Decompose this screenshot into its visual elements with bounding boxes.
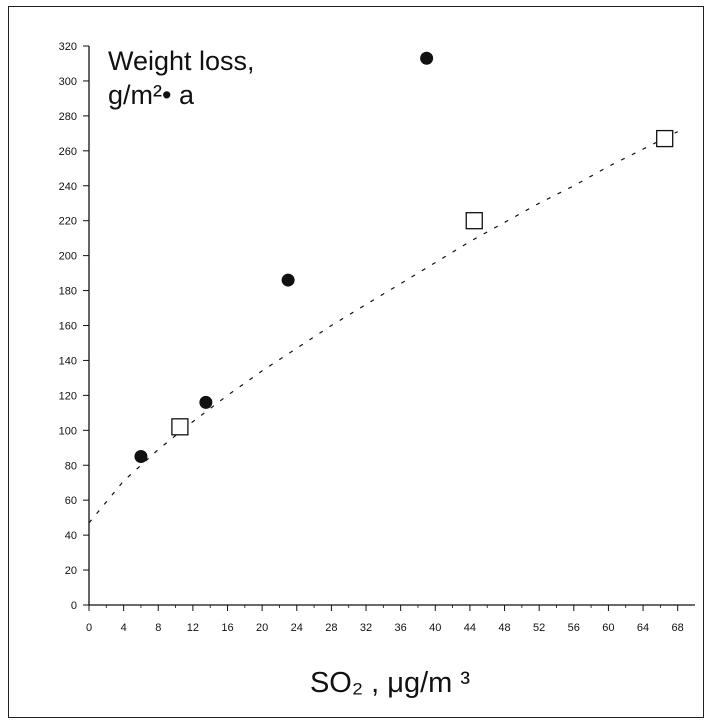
x-tick-label: 16 [221, 622, 233, 634]
trendline [88, 131, 678, 524]
y-tick-label: 220 [59, 216, 77, 228]
y-tick-label: 0 [71, 600, 77, 612]
data-points [134, 51, 674, 464]
y-axis-ticks: 0 20 40 60 80 100 120 140 160 180 200 220 240 260 280 3… [59, 41, 89, 612]
open-square-point [171, 418, 189, 436]
x-tick-label: 56 [568, 622, 580, 634]
y-tick-label: 60 [65, 495, 77, 507]
y-axis-label: Weight loss, [108, 46, 255, 76]
open-square-point [465, 212, 483, 230]
x-tick-label: 20 [256, 622, 268, 634]
x-tick-label: 68 [672, 622, 684, 634]
x-tick-label: 64 [637, 622, 649, 634]
y-tick-label: 260 [59, 146, 77, 158]
x-tick-label: 4 [121, 622, 127, 634]
chart-frame [8, 6, 704, 718]
y-axis-units: g/m²• a [108, 80, 195, 110]
x-tick-label: 40 [429, 622, 441, 634]
axes [88, 46, 695, 606]
filled-circle-point [281, 273, 295, 287]
x-tick-label: 48 [498, 622, 510, 634]
y-tick-label: 80 [65, 460, 77, 472]
x-tick-label: 32 [360, 622, 372, 634]
x-axis-ticks: 0 4 8 12 16 20 24 28 32 36 40 44 48 52 56 60 64 68 [86, 605, 684, 634]
x-tick-label: 8 [155, 622, 161, 634]
y-tick-label: 280 [59, 111, 77, 123]
y-tick-label: 20 [65, 565, 77, 577]
y-tick-label: 160 [59, 321, 77, 333]
x-tick-label: 36 [395, 622, 407, 634]
x-tick-label: 44 [464, 622, 476, 634]
trendline-group [88, 131, 678, 524]
y-tick-label: 240 [59, 181, 77, 193]
y-tick-label: 120 [59, 390, 77, 402]
y-tick-label: 100 [59, 425, 77, 437]
y-tick-label: 200 [59, 251, 77, 263]
filled-circle-point [134, 450, 148, 464]
y-tick-label: 180 [59, 286, 77, 298]
x-tick-label: 52 [533, 622, 545, 634]
y-tick-label: 140 [59, 355, 77, 367]
x-tick-label: 12 [187, 622, 199, 634]
open-square-point [656, 129, 674, 148]
x-tick-label: 60 [602, 622, 614, 634]
x-tick-label: 24 [291, 622, 303, 634]
y-tick-label: 300 [59, 76, 77, 88]
x-tick-label: 0 [86, 622, 92, 634]
filled-circle-point [199, 395, 213, 409]
filled-circle-point [420, 51, 434, 65]
y-tick-label: 320 [59, 41, 77, 53]
x-tick-label: 28 [325, 622, 337, 634]
x-axis-label: SO₂ , μg/m ³ [310, 667, 470, 699]
y-tick-label: 40 [65, 530, 77, 542]
